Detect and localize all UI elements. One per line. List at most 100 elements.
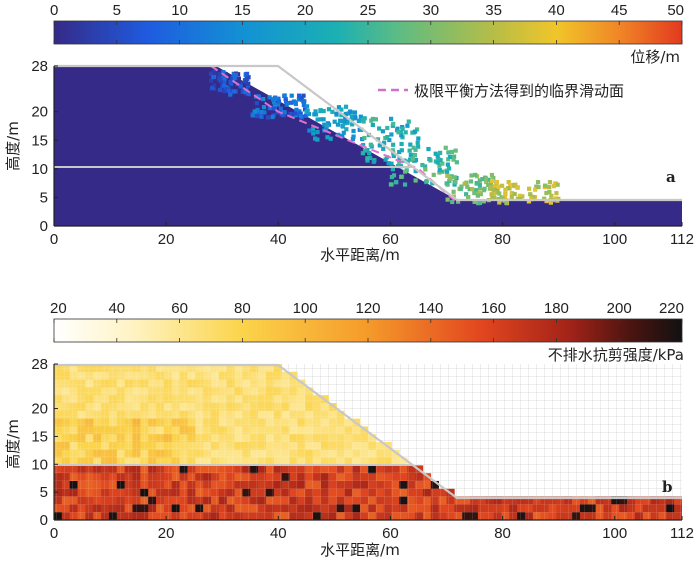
displacement-point xyxy=(238,84,243,89)
displacement-point xyxy=(505,186,511,191)
displacement-point xyxy=(397,156,402,161)
displacement-point xyxy=(246,75,251,80)
displacement-point xyxy=(267,95,272,100)
displacement-point xyxy=(399,141,404,147)
displacement-point xyxy=(440,161,445,166)
displacement-point xyxy=(503,191,508,196)
displacement-point xyxy=(299,95,304,101)
displacement-point xyxy=(367,155,373,160)
colorbar-a-label: 位移/m xyxy=(630,48,680,66)
displacement-point xyxy=(544,190,549,196)
displacement-point xyxy=(468,179,474,184)
displacement-point xyxy=(450,199,455,205)
displacement-point xyxy=(256,94,261,99)
displacement-point xyxy=(388,116,394,121)
displacement-point xyxy=(400,126,405,132)
displacement-point xyxy=(489,172,495,178)
colorbar-a-tick-label: 35 xyxy=(485,2,502,19)
displacement-point xyxy=(261,96,266,102)
displacement-point xyxy=(302,99,307,104)
displacement-point xyxy=(362,148,368,153)
displacement-point xyxy=(365,156,370,161)
displacement-point xyxy=(445,173,450,178)
displacement-point xyxy=(221,83,227,88)
axis-b-x-tick-label: 100 xyxy=(602,525,627,542)
displacement-point xyxy=(301,93,306,98)
displacement-point xyxy=(360,151,365,156)
displacement-point xyxy=(343,104,349,109)
displacement-point xyxy=(282,93,287,98)
displacement-point xyxy=(296,97,302,102)
displacement-point xyxy=(403,169,408,174)
displacement-point xyxy=(494,189,499,195)
displacement-point xyxy=(356,118,362,123)
displacement-point xyxy=(352,110,358,115)
displacement-point xyxy=(497,191,502,196)
displacement-point xyxy=(288,111,293,117)
displacement-point xyxy=(469,173,474,178)
displacement-point xyxy=(451,189,456,194)
displacement-point xyxy=(443,145,448,150)
displacement-point xyxy=(512,183,517,189)
displacement-point xyxy=(297,93,302,98)
axis-a-y-tick-label: 15 xyxy=(31,132,48,149)
displacement-point xyxy=(413,178,418,183)
displacement-point xyxy=(259,114,264,119)
displacement-point xyxy=(437,170,442,175)
displacement-point xyxy=(213,71,218,76)
displacement-point xyxy=(361,142,366,148)
displacement-point xyxy=(339,107,344,112)
displacement-point xyxy=(503,187,508,192)
colorbar-b-label: 不排水抗剪强度/kPa xyxy=(548,346,684,364)
displacement-point xyxy=(477,190,482,195)
displacement-point xyxy=(299,114,304,119)
plot-area-b: 0 20 40 60 80 100 112 0 5 10 15 20 28 xyxy=(31,356,694,542)
displacement-point xyxy=(453,180,458,185)
displacement-point xyxy=(344,127,349,132)
displacement-point xyxy=(509,190,514,196)
displacement-point xyxy=(411,145,416,150)
displacement-point xyxy=(391,121,396,126)
displacement-point xyxy=(246,81,251,86)
displacement-point xyxy=(340,133,345,139)
axis-b-y-tick-label: 10 xyxy=(31,456,48,473)
displacement-point xyxy=(377,126,382,131)
displacement-point xyxy=(390,167,395,172)
displacement-point xyxy=(275,110,280,115)
displacement-point xyxy=(509,194,514,200)
displacement-point xyxy=(252,109,257,114)
axis-a-y-tick-label: 28 xyxy=(31,58,48,75)
displacement-point xyxy=(381,146,386,151)
displacement-point xyxy=(489,192,494,197)
displacement-point xyxy=(259,109,265,115)
displacement-point xyxy=(436,157,441,162)
colorbar-b-tick-label: 200 xyxy=(607,300,632,317)
displacement-point xyxy=(367,151,372,156)
displacement-point xyxy=(389,161,394,166)
displacement-point xyxy=(413,147,418,152)
displacement-point xyxy=(272,106,277,111)
displacement-point xyxy=(535,180,541,185)
displacement-point xyxy=(399,148,404,153)
displacement-point xyxy=(549,193,554,198)
displacement-point xyxy=(350,110,355,115)
colorbar-b-tick-label: 40 xyxy=(108,300,125,317)
displacement-point xyxy=(456,199,461,204)
displacement-point xyxy=(416,144,421,149)
displacement-point xyxy=(336,132,341,137)
displacement-point xyxy=(246,91,251,97)
displacement-point xyxy=(438,158,443,163)
displacement-point xyxy=(555,182,560,187)
displacement-point xyxy=(321,117,326,122)
displacement-point xyxy=(446,150,451,155)
displacement-point xyxy=(389,182,394,187)
displacement-point xyxy=(293,101,298,107)
displacement-point xyxy=(507,182,513,188)
displacement-point xyxy=(342,118,347,124)
displacement-point xyxy=(435,154,440,159)
panel-label-b: b xyxy=(662,478,673,496)
displacement-point xyxy=(486,177,492,182)
displacement-point xyxy=(276,99,282,104)
displacement-point xyxy=(496,184,501,189)
colorbar-a-tick-label: 40 xyxy=(548,2,565,19)
